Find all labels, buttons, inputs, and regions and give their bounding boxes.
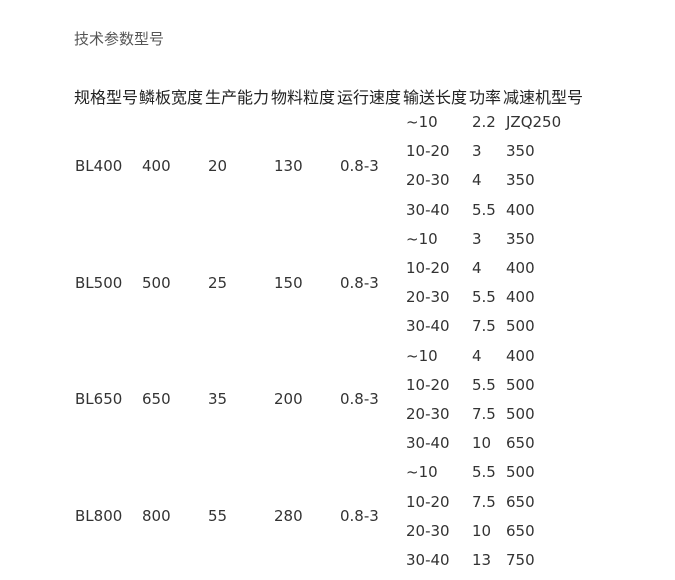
capacity-cell: 55 [208, 507, 228, 526]
power-cell: 2.2 [472, 113, 496, 131]
speed-cell: 0.8-3 [340, 273, 379, 292]
length-cell: 10-20 [406, 259, 450, 277]
length-cell: 20-30 [406, 405, 450, 423]
power-cell: 5.5 [472, 200, 496, 219]
speed-cell: 0.8-3 [340, 156, 379, 175]
header-cell: 生产能力 [205, 88, 270, 107]
capacity-cell: 35 [208, 390, 228, 409]
length-cell: 20-30 [406, 288, 450, 307]
power-cell: 13 [472, 551, 492, 569]
reducer-cell: 750 [506, 551, 535, 569]
length-cell: 10-20 [406, 492, 450, 511]
reducer-cell: 650 [506, 521, 535, 540]
model-cell: BL800 [75, 507, 123, 526]
length-cell: 30-40 [406, 200, 450, 219]
power-cell: 3 [472, 229, 482, 248]
power-cell: 5.5 [472, 463, 496, 482]
power-cell: 5.5 [472, 375, 496, 394]
section-title: 技术参数型号 [74, 30, 165, 48]
power-cell: 4 [472, 171, 482, 190]
width-cell: 500 [142, 273, 171, 292]
length-cell: 10-20 [406, 142, 450, 161]
power-cell: 4 [472, 346, 482, 365]
power-cell: 7.5 [472, 317, 496, 336]
speed-cell: 0.8-3 [340, 390, 379, 409]
model-cell: BL650 [75, 390, 123, 409]
capacity-cell: 25 [208, 273, 228, 292]
reducer-cell: 400 [506, 259, 535, 277]
capacity-cell: 20 [208, 156, 228, 175]
header-cell: 减速机型号 [503, 88, 584, 107]
header-cell: 物料粒度 [271, 88, 336, 107]
power-cell: 7.5 [472, 405, 496, 423]
power-cell: 10 [472, 434, 492, 453]
power-cell: 4 [472, 259, 482, 277]
width-cell: 800 [142, 507, 171, 526]
length-cell: 30-40 [406, 434, 450, 453]
header-cell: 输送长度 [403, 88, 468, 107]
power-cell: 7.5 [472, 492, 496, 511]
length-cell: ~10 [406, 113, 438, 131]
length-cell: 20-30 [406, 521, 450, 540]
header-cell: 规格型号 [74, 88, 139, 107]
reducer-cell: 500 [506, 463, 535, 482]
granularity-cell: 280 [274, 507, 303, 526]
length-cell: 30-40 [406, 317, 450, 336]
power-cell: 10 [472, 521, 492, 540]
reducer-cell: 350 [506, 171, 535, 190]
length-cell: ~10 [406, 463, 438, 482]
length-cell: 10-20 [406, 375, 450, 394]
granularity-cell: 130 [274, 156, 303, 175]
reducer-cell: 350 [506, 229, 535, 248]
width-cell: 400 [142, 156, 171, 175]
power-cell: 3 [472, 142, 482, 161]
reducer-cell: 500 [506, 375, 535, 394]
reducer-cell: 350 [506, 142, 535, 161]
model-cell: BL500 [75, 273, 123, 292]
model-cell: BL400 [75, 156, 123, 175]
width-cell: 650 [142, 390, 171, 409]
reducer-cell: 650 [506, 492, 535, 511]
granularity-cell: 150 [274, 273, 303, 292]
reducer-cell: 400 [506, 200, 535, 219]
reducer-cell: 500 [506, 405, 535, 423]
header-cell: 功率 [469, 88, 502, 107]
reducer-cell: JZQ250 [506, 113, 562, 131]
reducer-cell: 400 [506, 346, 535, 365]
header-cell: 运行速度 [337, 88, 402, 107]
power-cell: 5.5 [472, 288, 496, 307]
length-cell: ~10 [406, 229, 438, 248]
granularity-cell: 200 [274, 390, 303, 409]
reducer-cell: 400 [506, 288, 535, 307]
reducer-cell: 650 [506, 434, 535, 453]
speed-cell: 0.8-3 [340, 507, 379, 526]
length-cell: ~10 [406, 346, 438, 365]
reducer-cell: 500 [506, 317, 535, 336]
header-cell: 鳞板宽度 [139, 88, 204, 107]
length-cell: 30-40 [406, 551, 450, 569]
length-cell: 20-30 [406, 171, 450, 190]
